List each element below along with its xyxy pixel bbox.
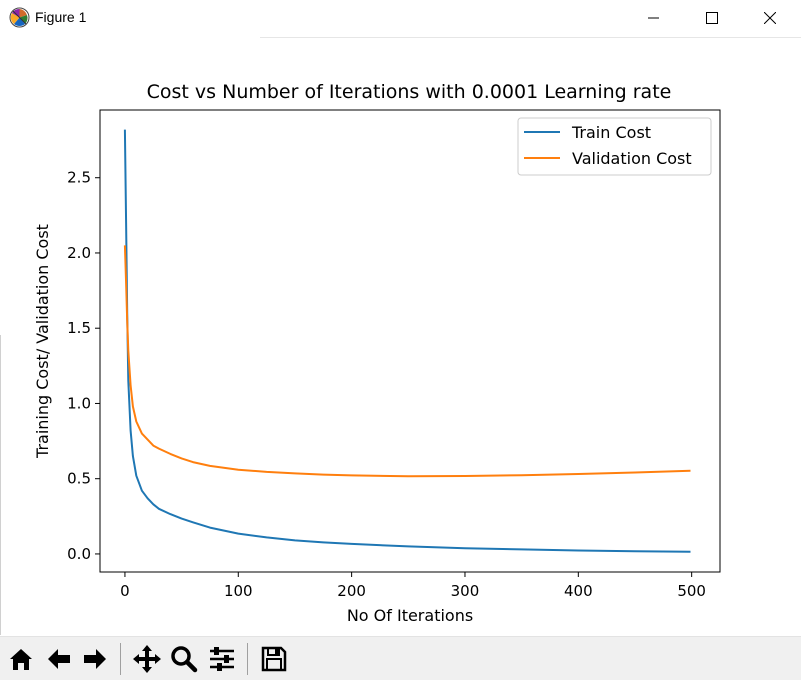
canvas-edge xyxy=(0,335,1,635)
title-divider xyxy=(260,37,801,38)
floppy-disk-icon xyxy=(261,646,287,672)
figure-canvas[interactable]: Cost vs Number of Iterations with 0.0001… xyxy=(0,38,801,636)
x-tick-label: 100 xyxy=(224,582,253,600)
line-chart: Cost vs Number of Iterations with 0.0001… xyxy=(33,81,721,625)
legend-box xyxy=(517,117,712,176)
home-icon xyxy=(10,649,32,670)
minimize-button[interactable] xyxy=(625,0,683,36)
x-tick-label: 300 xyxy=(451,582,480,600)
legend: Train Cost Validation Cost xyxy=(517,117,712,176)
window-title: Figure 1 xyxy=(35,9,87,25)
y-tick-label: 2.5 xyxy=(67,169,91,187)
y-tick-label: 1.5 xyxy=(67,319,91,337)
x-tick-label: 400 xyxy=(564,582,593,600)
legend-label-validation: Validation Cost xyxy=(572,149,692,168)
configure-subplots-button[interactable] xyxy=(205,642,239,676)
x-tick-label: 200 xyxy=(337,582,366,600)
arrow-right-icon xyxy=(84,649,106,669)
close-button[interactable] xyxy=(741,0,799,36)
matplotlib-logo-icon xyxy=(9,7,30,28)
chart-title: Cost vs Number of Iterations with 0.0001… xyxy=(147,81,672,103)
y-tick-label: 1.0 xyxy=(67,394,91,412)
legend-label-train: Train Cost xyxy=(571,123,651,142)
toolbar-separator xyxy=(120,643,121,675)
y-axis-label: Training Cost/ Validation Cost xyxy=(33,224,52,459)
forward-button[interactable] xyxy=(78,642,112,676)
arrow-left-icon xyxy=(48,649,70,669)
magnifier-icon xyxy=(171,646,198,673)
sliders-icon xyxy=(210,647,234,671)
home-button[interactable] xyxy=(4,642,38,676)
series-line-train-cost xyxy=(123,129,691,553)
pan-button[interactable] xyxy=(130,642,164,676)
move-icon xyxy=(133,645,161,673)
y-tick-label: 0.5 xyxy=(67,470,91,488)
plot-area xyxy=(123,129,691,553)
y-tick-label: 0.0 xyxy=(67,545,91,563)
navigation-toolbar xyxy=(0,636,801,680)
save-button[interactable] xyxy=(257,642,291,676)
series-line-validation-cost xyxy=(123,245,691,478)
close-icon xyxy=(764,12,776,24)
toolbar-separator xyxy=(247,643,248,675)
maximize-icon xyxy=(706,12,718,24)
title-bar: Figure 1 xyxy=(0,0,801,38)
x-axis-label: No Of Iterations xyxy=(347,606,473,625)
minimize-icon xyxy=(648,17,659,19)
x-tick-label: 0 xyxy=(120,582,130,600)
x-tick-label: 500 xyxy=(677,582,706,600)
zoom-button[interactable] xyxy=(167,642,201,676)
axes-frame xyxy=(99,109,721,573)
back-button[interactable] xyxy=(42,642,76,676)
maximize-button[interactable] xyxy=(683,0,741,36)
y-tick-label: 2.0 xyxy=(67,244,91,262)
axis-ticks: 0 100 200 300 400 500 0.0 0.5 1.0 1.5 2.0 2.5 xyxy=(67,169,706,600)
